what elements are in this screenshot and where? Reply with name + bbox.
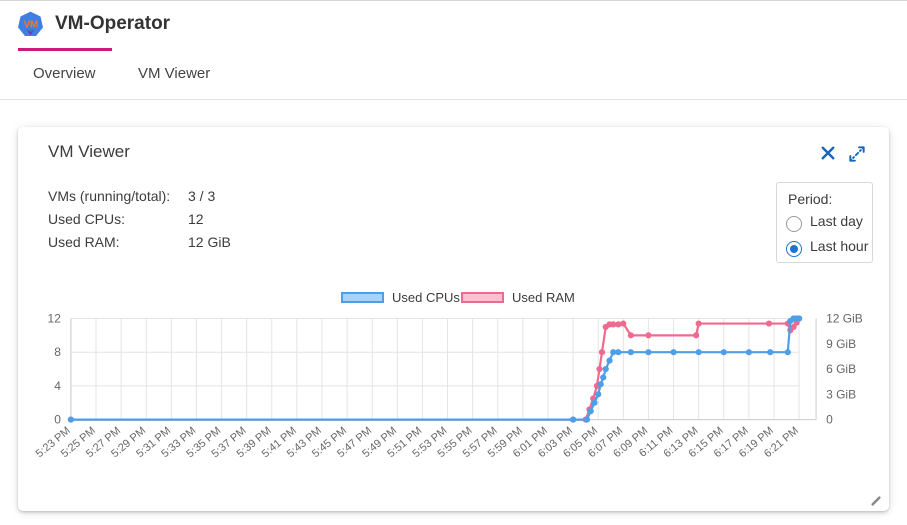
svg-text:12: 12 [48, 312, 62, 326]
svg-text:6 GiB: 6 GiB [826, 362, 856, 376]
svg-text:0: 0 [54, 413, 61, 427]
svg-text:12 GiB: 12 GiB [826, 312, 863, 326]
svg-text:9 GiB: 9 GiB [826, 337, 856, 351]
svg-text:4: 4 [54, 379, 61, 393]
svg-text:VM: VM [23, 20, 38, 31]
svg-text:0: 0 [826, 413, 833, 427]
svg-text:8: 8 [54, 345, 61, 359]
svg-text:3 GiB: 3 GiB [826, 387, 856, 401]
